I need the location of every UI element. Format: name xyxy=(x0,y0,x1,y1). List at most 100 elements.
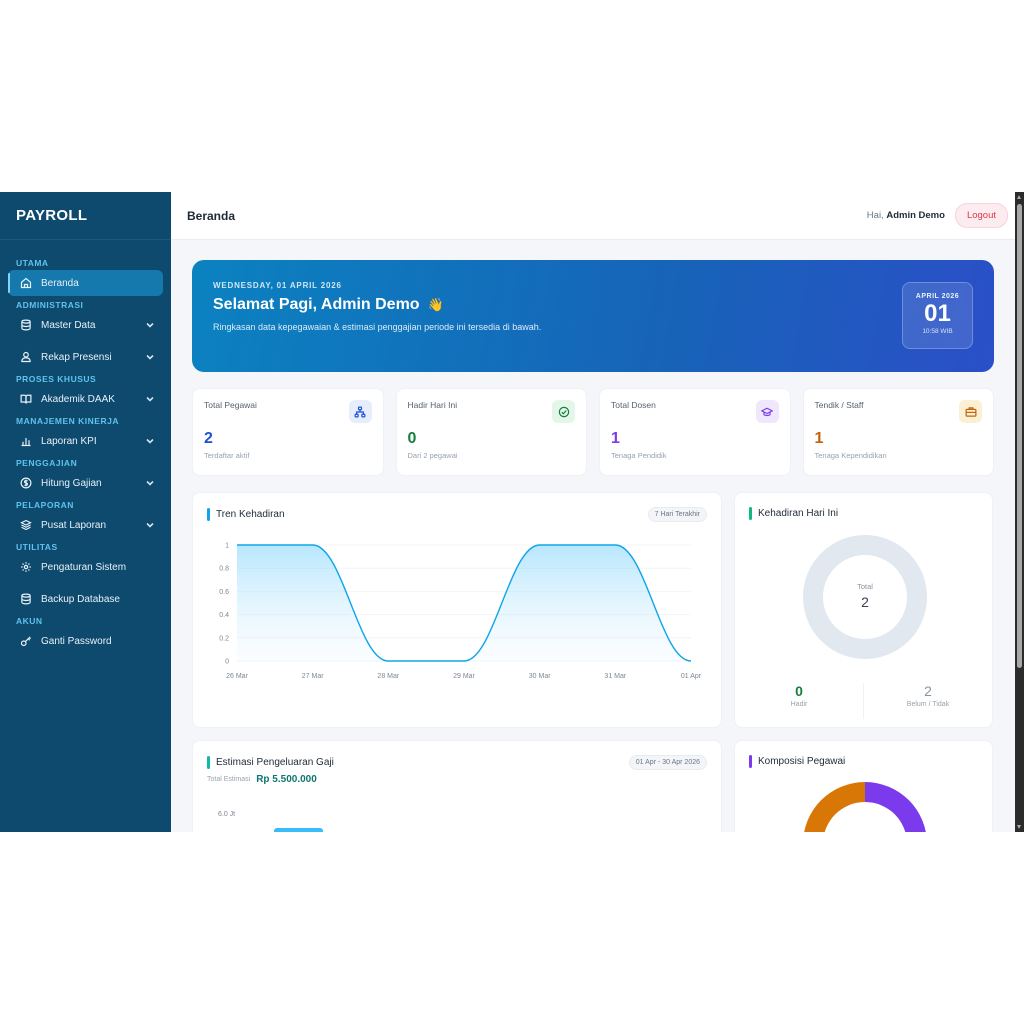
dashboard-content: WEDNESDAY, 01 APRIL 2026 Selamat Pagi, A… xyxy=(171,240,1024,832)
database-icon xyxy=(20,319,32,331)
sidebar-section-label: PROSES KHUSUS xyxy=(16,374,97,384)
key-icon xyxy=(20,635,32,647)
user-name: Admin Demo xyxy=(886,210,945,221)
donut-ring-belum xyxy=(803,535,927,659)
chevron-down-icon[interactable] xyxy=(145,394,155,404)
donut-slice-dosen xyxy=(865,782,926,832)
sidebar-section-label: UTILITAS xyxy=(16,542,58,552)
bottom-row: Estimasi Pengeluaran Gaji 01 Apr - 30 Ap… xyxy=(192,740,994,832)
x-tick-label: 30 Mar xyxy=(529,673,551,680)
sidebar-nav: UTAMA Beranda ADMINISTRASI Master Data Rekap… xyxy=(0,240,171,654)
sidebar-item-label: Master Data xyxy=(41,319,96,331)
check-circle-icon xyxy=(552,400,575,423)
attendance-donut: Total 2 xyxy=(803,535,927,659)
stat-card[interactable]: Total Dosen 1 Tenaga Pendidik xyxy=(599,388,791,476)
y-tick-label: 0 xyxy=(225,659,229,666)
stat-label: Total Dosen xyxy=(611,400,656,410)
sidebar-item-rekap-presensi[interactable]: Rekap Presensi xyxy=(8,344,163,370)
sidebar-section-label: MANAJEMEN KINERJA xyxy=(16,416,119,426)
y-tick-label: 0.4 xyxy=(219,612,229,619)
chevron-down-icon[interactable] xyxy=(145,352,155,362)
sidebar-item-label: Laporan KPI xyxy=(41,435,97,447)
sidebar-item-pengaturan-sistem[interactable]: Pengaturan Sistem xyxy=(8,554,163,580)
sidebar-item-label: Pengaturan Sistem xyxy=(41,561,127,573)
sidebar-item-hitung-gajian[interactable]: Hitung Gajian xyxy=(8,470,163,496)
sidebar-item-master-data[interactable]: Master Data xyxy=(8,312,163,338)
stat-subtitle: Tenaga Kependidikan xyxy=(814,451,887,460)
database-icon xyxy=(20,593,32,605)
calendar-month: APRIL 2026 xyxy=(915,293,960,300)
composition-title: Komposisi Pegawai xyxy=(758,756,846,767)
stat-label: Tendik / Staff xyxy=(814,400,864,410)
sidebar-item-pusat-laporan[interactable]: Pusat Laporan xyxy=(8,512,163,538)
welcome-banner: WEDNESDAY, 01 APRIL 2026 Selamat Pagi, A… xyxy=(192,260,994,372)
x-tick-label: 28 Mar xyxy=(377,673,399,680)
stat-subtitle: Dari 2 pegawai xyxy=(407,451,458,460)
trend-accent-bar xyxy=(207,508,210,521)
composition-accent-bar xyxy=(749,755,752,768)
graduation-cap-icon xyxy=(755,400,779,423)
topbar: Beranda Hai, Admin Demo Logout xyxy=(171,192,1024,240)
chevron-down-icon[interactable] xyxy=(145,320,155,330)
banner-date: WEDNESDAY, 01 APRIL 2026 xyxy=(213,281,342,290)
scroll-up-arrow[interactable] xyxy=(1017,195,1021,199)
stat-label: Total Pegawai xyxy=(204,400,257,410)
scroll-down-arrow[interactable] xyxy=(1017,825,1021,829)
hadir-label: Hadir xyxy=(790,701,808,708)
sidebar-item-ganti-password[interactable]: Ganti Password xyxy=(8,628,163,654)
sidebar-item-akademik-daak[interactable]: Akademik DAAK xyxy=(8,386,163,412)
trend-range-badge[interactable]: 7 Hari Terakhir xyxy=(647,507,707,522)
y-tick-label: 0.6 xyxy=(219,589,229,596)
trend-area-fill xyxy=(237,545,691,661)
logout-button[interactable]: Logout xyxy=(954,203,1008,228)
app-window: PAYROLL UTAMA Beranda ADMINISTRASI Master D… xyxy=(0,192,1024,832)
estimate-y-tick: 6.0 Jt xyxy=(218,811,236,818)
stat-card[interactable]: Hadir Hari Ini 0 Dari 2 pegawai xyxy=(395,388,587,476)
page-title: Beranda xyxy=(187,208,236,223)
sidebar-item-beranda[interactable]: Beranda xyxy=(8,270,163,296)
chevron-down-icon[interactable] xyxy=(145,478,155,488)
stat-value: 2 xyxy=(204,430,213,447)
stat-card[interactable]: Total Pegawai 2 Terdaftar aktif xyxy=(192,388,384,476)
sidebar-item-label: Hitung Gajian xyxy=(41,477,102,489)
sidebar-section-label: PELAPORAN xyxy=(16,500,74,510)
hadir-value: 0 xyxy=(795,683,803,699)
chevron-down-icon[interactable] xyxy=(145,520,155,530)
sidebar-item-backup-database[interactable]: Backup Database xyxy=(8,586,163,612)
trend-line-chart: 0 0.2 0.4 0.6 0.8 1 26 Mar 27 Mar 28 Mar 29 Mar 30… xyxy=(219,543,702,681)
user-greeting: Hai, Admin Demo xyxy=(867,210,945,221)
x-tick-label: 26 Mar xyxy=(226,673,248,680)
trend-series-line xyxy=(237,544,692,662)
x-tick-label: 27 Mar xyxy=(302,673,324,680)
attendance-title: Kehadiran Hari Ini xyxy=(758,508,839,519)
briefcase-icon xyxy=(959,400,982,423)
calendar-time: 10:58 WIB xyxy=(922,328,953,335)
composition-donut xyxy=(804,782,926,832)
calendar-badge: APRIL 2026 01 10:58 WIB xyxy=(902,282,973,349)
estimate-accent-bar xyxy=(207,756,210,769)
sidebar-item-label: Beranda xyxy=(41,277,79,289)
estimate-total: Total Estimasi Rp 5.500.000 xyxy=(193,770,721,785)
stat-card[interactable]: Tendik / Staff 1 Tenaga Kependidikan xyxy=(802,388,994,476)
wave-icon: 👋 xyxy=(427,297,444,312)
scrollbar-thumb[interactable] xyxy=(1017,204,1022,668)
main-area: Beranda Hai, Admin Demo Logout WEDNESDAY… xyxy=(171,192,1024,832)
sidebar-section-label: PENGGAJIAN xyxy=(16,458,78,468)
org-icon xyxy=(348,400,372,423)
estimate-total-label: Total Estimasi xyxy=(207,776,251,783)
stat-value: 1 xyxy=(611,430,620,447)
sidebar-item-laporan-kpi[interactable]: Laporan KPI xyxy=(8,428,163,454)
y-tick-label: 0.2 xyxy=(219,635,229,642)
layers-icon xyxy=(20,519,32,531)
trend-card: Tren Kehadiran 7 Hari Terakhir 0 0.2 0.4 0.… xyxy=(192,492,722,728)
brand-logo[interactable]: PAYROLL xyxy=(0,192,171,240)
chevron-down-icon[interactable] xyxy=(145,436,155,446)
estimate-period-badge[interactable]: 01 Apr - 30 Apr 2026 xyxy=(628,755,707,770)
calendar-day: 01 xyxy=(924,300,951,327)
x-tick-label: 31 Mar xyxy=(604,673,626,680)
gear-icon xyxy=(20,561,32,573)
banner-description: Ringkasan data kepegawaian & estimasi pe… xyxy=(213,322,542,332)
dollar-circle-icon xyxy=(20,477,32,489)
page-scrollbar[interactable] xyxy=(1015,192,1024,832)
trend-title: Tren Kehadiran xyxy=(216,509,285,520)
